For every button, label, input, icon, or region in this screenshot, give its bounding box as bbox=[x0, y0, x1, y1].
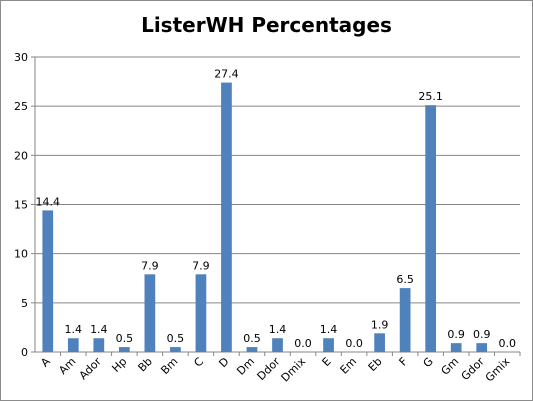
bar bbox=[425, 105, 437, 352]
data-label: 1.9 bbox=[371, 318, 389, 331]
y-tick-labels: 0 5 10 15 20 25 30 bbox=[14, 51, 28, 359]
bar bbox=[399, 288, 411, 352]
bar bbox=[246, 347, 258, 352]
data-label: 1.4 bbox=[90, 323, 108, 336]
y-tick-label: 30 bbox=[14, 51, 28, 64]
y-tick-label: 5 bbox=[21, 297, 28, 310]
data-labels: 14.4 1.4 1.4 0.5 7.9 0.5 7.9 27.4 0.5 1.4 0.0 1.4 0.… bbox=[36, 68, 516, 350]
y-tick-label: 10 bbox=[14, 248, 28, 261]
chart-title: ListerWH Percentages bbox=[141, 13, 392, 37]
x-tick-label: Eb bbox=[366, 355, 385, 374]
data-label: 0.5 bbox=[116, 332, 134, 345]
bar bbox=[272, 338, 283, 352]
bar bbox=[42, 210, 54, 352]
x-tick-label: Am bbox=[56, 355, 78, 377]
x-tick-label: Gmix bbox=[483, 355, 513, 385]
x-tick-label: A bbox=[38, 355, 53, 370]
bar bbox=[450, 343, 462, 352]
bar bbox=[476, 343, 488, 352]
x-tick-label: Bb bbox=[136, 355, 155, 374]
bar bbox=[144, 274, 156, 352]
data-label: 0.5 bbox=[243, 332, 261, 345]
axes bbox=[31, 56, 521, 356]
x-tick-label: F bbox=[397, 355, 411, 369]
y-tick-label: 0 bbox=[21, 346, 28, 359]
x-tick-label: G bbox=[421, 355, 436, 370]
bar bbox=[118, 347, 130, 352]
data-label: 0.9 bbox=[447, 328, 465, 341]
data-label: 1.4 bbox=[269, 323, 287, 336]
data-label: 1.4 bbox=[65, 323, 83, 336]
bar bbox=[67, 338, 79, 352]
bar bbox=[170, 347, 181, 352]
x-tick-label: Dmix bbox=[279, 355, 309, 385]
bar bbox=[323, 338, 334, 352]
y-tick-label: 15 bbox=[14, 199, 28, 212]
gridlines bbox=[35, 56, 520, 304]
data-label: 6.5 bbox=[396, 273, 414, 286]
data-label: 0.9 bbox=[473, 328, 491, 341]
x-tick-label: Ador bbox=[77, 355, 105, 383]
x-tick-label: E bbox=[320, 355, 334, 369]
data-label: 0.0 bbox=[294, 337, 312, 350]
data-label: 14.4 bbox=[36, 195, 61, 208]
x-tick-label: Gdor bbox=[459, 355, 487, 383]
bar bbox=[374, 333, 385, 352]
x-tick-label: D bbox=[216, 355, 231, 370]
data-label: 7.9 bbox=[141, 259, 159, 272]
data-label: 1.4 bbox=[320, 323, 338, 336]
bar bbox=[195, 274, 207, 352]
data-label: 0.5 bbox=[167, 332, 185, 345]
data-label: 0.0 bbox=[498, 337, 516, 350]
data-label: 27.4 bbox=[214, 68, 239, 81]
data-label: 25.1 bbox=[418, 90, 443, 103]
x-tick-label: Hp bbox=[109, 355, 129, 375]
x-tick-label: Bm bbox=[158, 355, 180, 377]
data-label: 7.9 bbox=[192, 259, 210, 272]
x-tick-label: C bbox=[191, 355, 206, 370]
y-tick-label: 25 bbox=[14, 100, 28, 113]
bar bbox=[93, 338, 105, 352]
bar bbox=[221, 82, 232, 353]
bars bbox=[42, 82, 488, 353]
x-tick-label: Ddor bbox=[255, 355, 283, 383]
y-tick-label: 20 bbox=[14, 149, 28, 162]
x-tick-label: Em bbox=[338, 355, 360, 377]
data-label: 0.0 bbox=[345, 337, 363, 350]
